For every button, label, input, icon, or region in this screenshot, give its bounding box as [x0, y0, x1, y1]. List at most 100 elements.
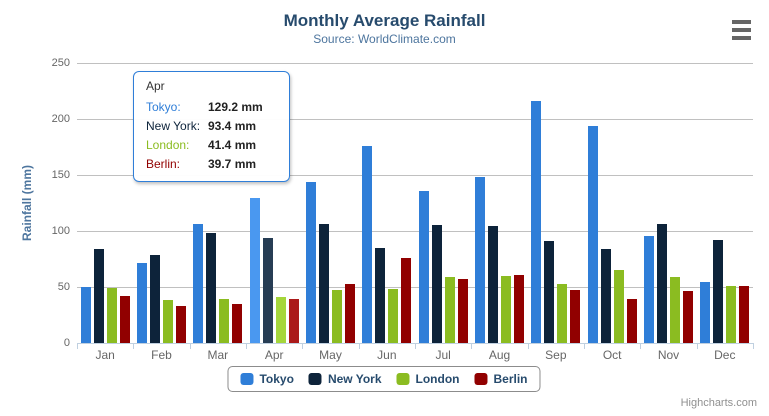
y-axis-label: 150 [51, 169, 70, 181]
legend-item-label: Tokyo [259, 372, 294, 386]
gridline [77, 175, 753, 176]
column-tokyo-nov[interactable] [644, 235, 654, 343]
column-new-york-oct[interactable] [600, 249, 611, 343]
x-axis-label: Jan [95, 348, 115, 362]
column-new-york-jan[interactable] [93, 249, 104, 343]
legend-swatch-icon [474, 373, 488, 385]
hamburger-icon [731, 36, 751, 40]
x-axis-tick [133, 344, 135, 349]
x-axis-tick [189, 344, 191, 349]
column-berlin-oct[interactable] [626, 299, 637, 343]
tooltip-header: Apr [146, 79, 165, 93]
x-axis-tick [302, 344, 304, 349]
column-tokyo-jun[interactable] [362, 145, 373, 343]
column-new-york-jun[interactable] [375, 248, 386, 343]
x-axis-label: Jul [435, 348, 451, 362]
column-new-york-feb[interactable] [150, 254, 160, 343]
column-tokyo-jul[interactable] [418, 191, 429, 343]
column-london-nov[interactable] [670, 276, 680, 343]
column-london-jul[interactable] [444, 276, 455, 343]
column-berlin-jul[interactable] [457, 278, 468, 343]
tooltip-series-label: Tokyo: [146, 100, 181, 114]
y-axis-label: 0 [63, 337, 70, 349]
column-berlin-apr[interactable] [288, 298, 299, 343]
column-london-apr[interactable] [275, 296, 286, 343]
column-new-york-apr[interactable] [262, 238, 273, 343]
x-axis-tick [246, 344, 247, 349]
column-london-oct[interactable] [613, 269, 624, 343]
legend-swatch-icon [308, 373, 322, 385]
tooltip-series-value: 129.2 mm [208, 100, 263, 114]
column-tokyo-feb[interactable] [137, 262, 147, 343]
tooltip-series-value: 41.4 mm [208, 138, 257, 152]
tooltip-series-value: 93.4 mm [208, 119, 257, 133]
gridline [77, 119, 753, 120]
column-london-sep[interactable] [557, 284, 568, 343]
credits-link[interactable]: Highcharts.com [680, 397, 757, 409]
legend-item-berlin[interactable]: Berlin [474, 372, 528, 386]
column-london-dec[interactable] [726, 285, 737, 343]
y-axis-label: 250 [51, 57, 70, 69]
legend-item-london[interactable]: London [396, 372, 460, 386]
x-axis-tick [527, 344, 529, 349]
x-axis-label: Dec [714, 348, 736, 362]
legend: Tokyo New York London Berlin [227, 366, 541, 392]
tooltip-series-value: 39.7 mm [208, 157, 257, 171]
hamburger-icon [731, 28, 751, 32]
column-tokyo-aug[interactable] [475, 176, 485, 343]
legend-item-tokyo[interactable]: Tokyo [240, 372, 294, 386]
tooltip-series-label: Berlin: [146, 157, 181, 171]
gridline [77, 287, 753, 288]
column-london-may[interactable] [332, 290, 342, 343]
y-axis-title: Rainfall (mm) [20, 165, 34, 242]
column-new-york-dec[interactable] [713, 239, 724, 343]
tooltip-row: New York: 93.4 mm [146, 117, 281, 136]
column-new-york-sep[interactable] [544, 240, 555, 343]
y-axis-label: 200 [51, 113, 70, 125]
column-new-york-nov[interactable] [657, 223, 667, 343]
column-london-aug[interactable] [501, 276, 511, 343]
tooltip-rows: Tokyo: 129.2 mm New York: 93.4 mm London: 41.… [146, 98, 281, 174]
legend-swatch-icon [240, 373, 254, 385]
column-tokyo-may[interactable] [306, 181, 316, 343]
column-london-mar[interactable] [219, 298, 230, 343]
tooltip-series-label: New York: [146, 119, 201, 133]
x-axis-tick [415, 344, 416, 349]
column-london-jun[interactable] [388, 288, 399, 343]
column-berlin-aug[interactable] [514, 275, 524, 343]
tooltip-series-label: London: [146, 138, 190, 152]
column-tokyo-sep[interactable] [531, 100, 542, 343]
column-berlin-nov[interactable] [683, 290, 693, 343]
x-axis-tick [358, 344, 360, 349]
x-axis-tick [753, 344, 754, 349]
column-new-york-may[interactable] [319, 224, 329, 343]
column-new-york-aug[interactable] [488, 226, 498, 343]
x-axis-label: Jun [377, 348, 397, 362]
column-berlin-jun[interactable] [401, 258, 412, 343]
legend-item-new-york[interactable]: New York [308, 372, 382, 386]
column-tokyo-apr[interactable] [249, 198, 260, 343]
column-berlin-jan[interactable] [119, 295, 130, 343]
gridline [77, 231, 753, 232]
column-berlin-dec[interactable] [739, 285, 750, 343]
column-new-york-mar[interactable] [206, 232, 217, 343]
column-berlin-may[interactable] [345, 284, 355, 343]
column-tokyo-mar[interactable] [193, 223, 204, 343]
y-axis-label: 100 [51, 225, 70, 237]
column-new-york-jul[interactable] [431, 225, 442, 343]
legend-item-label: New York [327, 372, 382, 386]
column-berlin-sep[interactable] [570, 289, 581, 343]
gridline [77, 63, 753, 64]
column-tokyo-jan[interactable] [80, 287, 91, 343]
column-london-feb[interactable] [163, 299, 173, 343]
x-axis-tick [471, 344, 473, 349]
export-menu-button[interactable] [730, 19, 752, 41]
column-berlin-feb[interactable] [176, 305, 186, 343]
x-axis-line [77, 343, 754, 344]
column-berlin-mar[interactable] [232, 304, 243, 343]
column-tokyo-dec[interactable] [700, 282, 711, 343]
column-london-jan[interactable] [106, 288, 117, 343]
tooltip: Apr Tokyo: 129.2 mm New York: 93.4 mm London… [133, 71, 290, 182]
column-tokyo-oct[interactable] [587, 125, 598, 343]
